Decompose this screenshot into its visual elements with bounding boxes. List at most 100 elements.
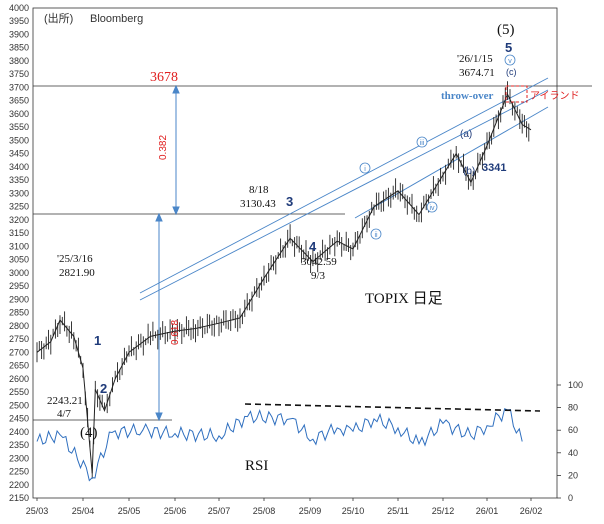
throw-over-label: throw-over [441,90,493,102]
x-tick-label: 26/02 [520,506,543,516]
x-axis-ticks: 25/03 25/04 25/05 25/06 25/07 25/08 25/09 25/10… [26,498,543,516]
subwave-ii-marker: ii [370,228,382,240]
price-series-line [36,92,532,474]
w4-value-label: 3042.59 [301,256,337,268]
wave-5-label: 5 [505,40,512,55]
subwave-a-label: (a) [460,129,472,140]
y-tick-label: 4000 [9,3,29,13]
y-tick-label: 3700 [9,82,29,92]
y-tick-label: 3000 [9,268,29,278]
x-tick-label: 25/10 [342,506,365,516]
wave-2-label: 2 [100,381,107,396]
y-tick-label: 3550 [9,122,29,132]
x-tick-label: 25/06 [164,506,187,516]
y-tick-label: 2350 [9,440,29,450]
publisher-label: Bloomberg [90,13,143,25]
x-tick-label: 25/12 [432,506,455,516]
rsi-tick-label: 20 [568,470,578,480]
island-label: アイランド [530,90,580,102]
channel-mid-line [139,89,549,301]
left-axis-ticks: 2150 2200 2250 2300 2350 2400 2450 2500 2550 2600… [9,3,29,503]
y-tick-label: 3950 [9,16,29,26]
y-tick-label: 3300 [9,188,29,198]
low-date-label: 4/7 [57,408,72,420]
y-tick-label: 2700 [9,347,29,357]
y-tick-label: 3150 [9,228,29,238]
y-tick-label: 2650 [9,361,29,371]
rsi-tick-label: 100 [568,380,583,390]
subwave-b-label: (b) [463,166,475,177]
y-tick-label: 2750 [9,334,29,344]
y-tick-label: 3100 [9,241,29,251]
y-tick-label: 3850 [9,43,29,53]
plot-frame [32,7,558,499]
w3-value-label: 3130.43 [240,198,276,210]
rsi-tick-label: 0 [568,493,573,503]
x-tick-label: 25/05 [118,506,141,516]
low-value-label: 2243.21 [47,395,83,407]
subwave-v-marker: v [504,54,516,66]
y-tick-label: 2450 [9,414,29,424]
rsi-series-line [36,408,523,482]
peak-value-label: 2821.90 [59,267,95,279]
subwave-i-marker: i [359,162,371,174]
w4-date-label: 9/3 [311,270,326,282]
rsi-tick-label: 40 [568,448,578,458]
y-tick-label: 2300 [9,453,29,463]
y-tick-label: 3450 [9,149,29,159]
channel-lower-line [354,106,549,219]
w5-date-label: '26/1/15 [457,53,493,65]
fib-618-label: 0.618 [170,320,181,345]
y-tick-label: 2200 [9,480,29,490]
low-3341-label: 3341 [482,162,506,174]
y-tick-label: 3250 [9,202,29,212]
channel-upper-line [139,77,549,294]
y-tick-label: 3800 [9,56,29,66]
x-tick-label: 26/01 [476,506,499,516]
w5-value-label: 3674.71 [459,67,495,79]
y-tick-label: 2900 [9,294,29,304]
right-axis-ticks: 0 20 40 60 80 100 [557,380,583,503]
y-tick-label: 2800 [9,321,29,331]
y-tick-label: 2950 [9,281,29,291]
fib-arrow-618 [155,212,163,422]
x-tick-label: 25/09 [299,506,322,516]
price-candles [36,81,530,479]
fib-382-label: 0.382 [158,135,169,160]
wave-1-label: 1 [94,333,101,348]
subwave-iv-marker: iv [426,201,438,213]
y-tick-label: 2500 [9,400,29,410]
y-tick-label: 2850 [9,308,29,318]
y-tick-label: 2550 [9,387,29,397]
svg-text:iv: iv [429,205,435,212]
y-tick-label: 3600 [9,109,29,119]
y-tick-label: 2250 [9,467,29,477]
y-tick-label: 3650 [9,96,29,106]
w3-date-label: 8/18 [249,184,269,196]
x-tick-label: 25/04 [72,506,95,516]
rsi-label: RSI [245,458,268,474]
y-tick-label: 2600 [9,374,29,384]
source-label: (出所) [44,11,73,25]
y-tick-label: 3750 [9,69,29,79]
chart-title: TOPIX 日足 [365,290,443,307]
y-tick-label: 3500 [9,135,29,145]
y-tick-label: 2400 [9,427,29,437]
peak-date-label: '25/3/16 [57,253,93,265]
wave-4-label: 4 [309,239,317,254]
svg-text:iii: iii [420,140,425,147]
y-tick-label: 3200 [9,215,29,225]
svg-text:v: v [508,58,512,65]
subwave-iii-marker: iii [416,136,428,148]
y-tick-label: 2150 [9,493,29,503]
wave-5-paren-label: (5) [497,22,515,38]
island-box [505,85,528,103]
fib-arrow-382 [172,84,180,216]
y-tick-label: 3400 [9,162,29,172]
x-tick-label: 25/07 [208,506,231,516]
x-tick-label: 25/03 [26,506,49,516]
rsi-divergence-line [244,403,541,412]
subwave-c-label: (c) [506,67,517,77]
svg-text:ii: ii [374,232,378,239]
